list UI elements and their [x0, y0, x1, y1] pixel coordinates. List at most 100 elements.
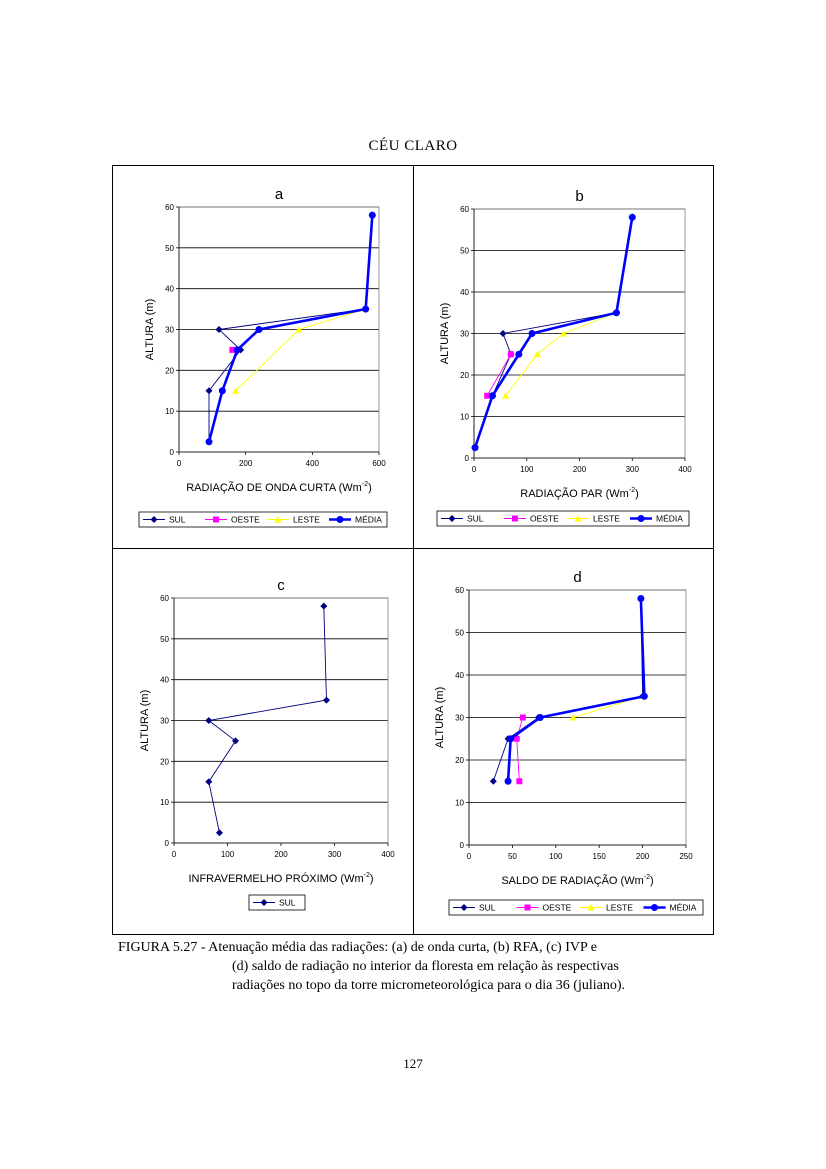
axis-label-x-close: ) [368, 482, 372, 494]
data-point-sul [320, 602, 328, 610]
data-point-leste [232, 387, 240, 394]
series-media [504, 595, 648, 785]
data-point-media [205, 438, 213, 446]
axis-label-y: ALTURA (m) [144, 299, 156, 361]
axis-label-x-superscript: -2 [362, 481, 368, 488]
legend-box [138, 511, 388, 528]
legend-swatch-marker [213, 516, 219, 523]
tick-label-x: 50 [508, 852, 517, 861]
axis-label-x: RADIAÇÃO PAR (Wm-2) [520, 487, 638, 500]
chart-panel-a: a 0 10 20 30 40 50 60 0 200 400 600 ALTURA (m) RADIAÇ… [113, 166, 413, 548]
data-point-oeste [516, 778, 523, 785]
legend: SUL OESTE LESTE MÉDIA [436, 510, 690, 527]
chart-svg-c: c 0 10 20 30 40 50 60 0 100 200 300 400 ALTURA (m) INF… [139, 577, 395, 911]
legend-label: SUL [169, 515, 186, 525]
legend-item-oeste: OESTE [504, 514, 559, 524]
legend-item-sul: SUL [453, 903, 496, 913]
legend-item-oeste: OESTE [516, 903, 572, 913]
data-point-sul [205, 717, 213, 724]
data-point-oeste [513, 735, 520, 742]
tick-label-x: 100 [549, 852, 563, 861]
series-line-sul [474, 217, 633, 448]
tick-label-x: 0 [172, 850, 177, 859]
axis-label-x: RADIAÇÃO DE ONDA CURTA (Wm-2) [186, 481, 372, 494]
legend: SUL [248, 894, 306, 911]
tick-label-y: 60 [160, 594, 169, 603]
series-oeste [229, 346, 236, 353]
tick-label-y: 30 [165, 326, 174, 335]
axis-label-y: ALTURA (m) [439, 303, 451, 365]
legend-label: LESTE [293, 515, 320, 525]
legend-swatch-marker [524, 904, 531, 911]
series-sul [205, 211, 376, 446]
chart-panel-b: b 0 10 20 30 40 50 60 0 100 200 300 400 ALTURA (m) RAD… [413, 166, 713, 548]
tick-label-x: 400 [306, 459, 320, 468]
data-point-leste [560, 330, 568, 337]
tick-label-x: 400 [678, 465, 692, 474]
series-line-sul [207, 606, 327, 833]
legend-label: OESTE [543, 903, 572, 913]
legend-label: SUL [479, 903, 496, 913]
data-point-media [637, 595, 645, 602]
data-point-media [233, 346, 241, 354]
tick-label-y: 10 [460, 413, 469, 422]
legend-item-sul: SUL [253, 898, 296, 908]
tick-label-y: 30 [160, 717, 169, 726]
chart-title: c [277, 577, 285, 594]
axis-label-x-text: INFRAVERMELHO PRÓXIMO (Wm [188, 872, 363, 885]
axis-label-x-text: SALDO DE RADIAÇÃO (Wm [501, 874, 643, 887]
data-point-sul [322, 696, 330, 704]
tick-label-x: 200 [636, 852, 650, 861]
series-line-sul [208, 215, 373, 442]
data-point-sul [215, 326, 223, 333]
tick-label-y: 40 [160, 676, 169, 685]
data-point-sul [215, 829, 223, 837]
tick-label-x: 0 [177, 459, 182, 468]
series-sul [489, 595, 647, 785]
tick-label-y: 0 [170, 448, 175, 457]
tick-label-x: 200 [239, 459, 253, 468]
tick-label-x: 200 [274, 850, 288, 859]
tick-label-y: 20 [460, 371, 469, 380]
legend-swatch-marker [651, 904, 658, 911]
legend-swatch-marker [150, 516, 158, 523]
series-leste [232, 305, 370, 394]
tick-label-y: 0 [465, 454, 470, 463]
tick-label-y: 50 [455, 629, 464, 638]
data-point-media [488, 392, 496, 400]
data-point-leste [569, 714, 577, 721]
axis-label-x-close: ) [370, 873, 374, 885]
chart-panel-d: d 0 10 20 30 40 50 60 0 50 100 150 200 250 ALTURA (m) S… [413, 549, 713, 931]
legend-swatch-marker [274, 516, 282, 523]
tick-label-y: 50 [160, 635, 169, 644]
data-point-media [528, 330, 536, 337]
legend-label: SUL [279, 898, 296, 908]
tick-label-x: 0 [472, 465, 477, 474]
legend-item-leste: LESTE [580, 903, 633, 913]
data-point-sul [499, 330, 507, 337]
data-point-media [504, 777, 512, 785]
figure-frame: a 0 10 20 30 40 50 60 0 200 400 600 ALTURA (m) RADIAÇ… [112, 165, 714, 935]
legend-label: MÉDIA [670, 903, 697, 913]
legend-swatch-marker [637, 515, 645, 522]
data-point-media [471, 444, 479, 452]
legend-swatch-marker [574, 515, 582, 522]
legend-label: MÉDIA [656, 514, 683, 524]
legend: SUL OESTE LESTE MÉDIA [138, 511, 388, 528]
series-sul [205, 602, 330, 837]
chart-title: a [275, 186, 284, 203]
series-sul [471, 213, 636, 452]
data-point-media [362, 305, 370, 313]
legend-item-media: MÉDIA [630, 514, 683, 524]
tick-label-y: 60 [460, 205, 469, 214]
axis-label-x-text: RADIAÇÃO DE ONDA CURTA (Wm [186, 481, 362, 494]
data-point-media [515, 350, 523, 358]
tick-label-x: 200 [573, 465, 587, 474]
chart-svg-b: b 0 10 20 30 40 50 60 0 100 200 300 400 ALTURA (m) RAD… [436, 188, 692, 527]
legend-box [448, 899, 704, 916]
axis-label-x-superscript: -2 [364, 872, 370, 879]
tick-label-y: 10 [165, 407, 174, 416]
tick-label-y: 10 [455, 799, 464, 808]
legend-box [248, 894, 306, 911]
